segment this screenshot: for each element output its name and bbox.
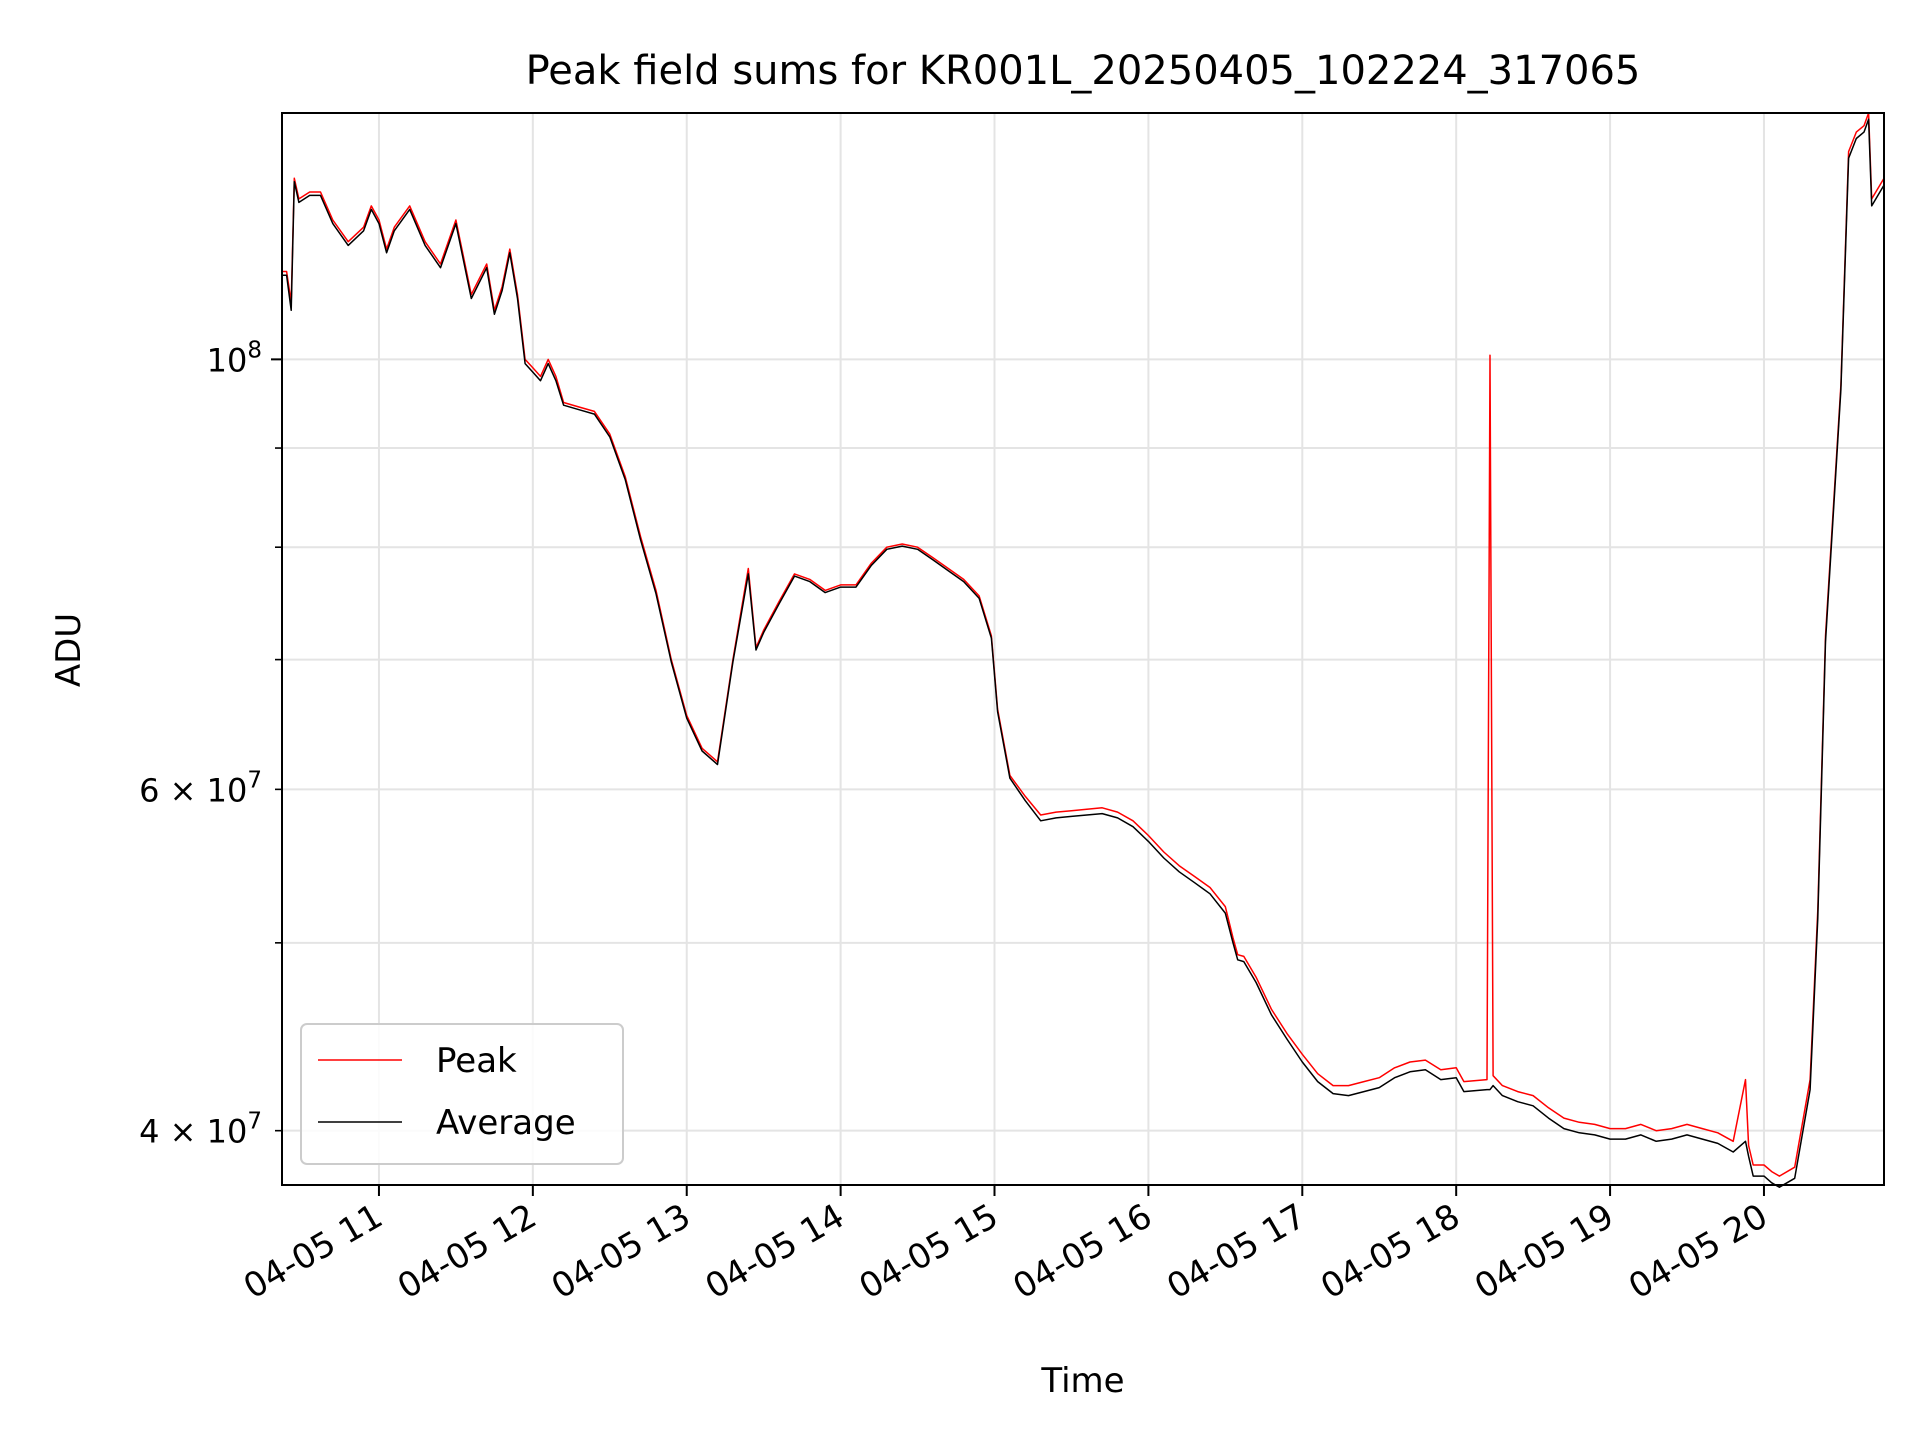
- grid: [282, 113, 1884, 1185]
- y-tick-label-major: 108: [207, 337, 262, 379]
- legend: Peak Average: [300, 1023, 624, 1165]
- series-layer: [282, 112, 1885, 1188]
- y-axis-label: ADU: [49, 613, 89, 687]
- x-axis-label: Time: [1040, 1361, 1124, 1401]
- plot-frame: [281, 112, 1885, 1186]
- y-tick-label-minor: 6 × 107: [139, 767, 262, 809]
- legend-box: [300, 1023, 624, 1165]
- chart-title: Peak field sums for KR001L_20250405_1022…: [526, 48, 1641, 94]
- y-tick-label-minor: 4 × 107: [139, 1109, 262, 1151]
- series-line-peak: [282, 112, 1885, 1177]
- legend-label-average: Average: [436, 1103, 576, 1143]
- y-axis: 4 × 107 6 × 107 108: [139, 337, 282, 1151]
- legend-label-peak: Peak: [436, 1041, 517, 1081]
- series-line-average: [282, 118, 1885, 1188]
